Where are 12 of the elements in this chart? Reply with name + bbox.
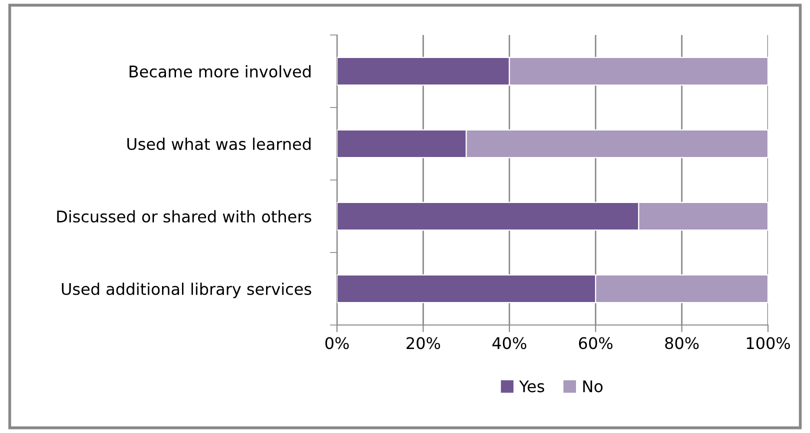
x-tick-label: 20% [406, 337, 440, 350]
y-tick-label: Used what was learned [127, 138, 311, 150]
x-tick-label: 100% [746, 337, 790, 350]
legend-label: Yes [519, 380, 544, 392]
y-tick-label: Became more involved [130, 65, 311, 78]
y-tick-label: Used additional library services [62, 282, 312, 298]
y-tick-label: Discussed or shared with others [57, 210, 312, 223]
x-tick-label: 0% [325, 337, 349, 350]
legend-label: No [583, 380, 603, 392]
x-tick-label: 60% [578, 337, 612, 350]
x-tick-label: 40% [492, 337, 526, 350]
x-tick-label: 80% [665, 337, 699, 350]
